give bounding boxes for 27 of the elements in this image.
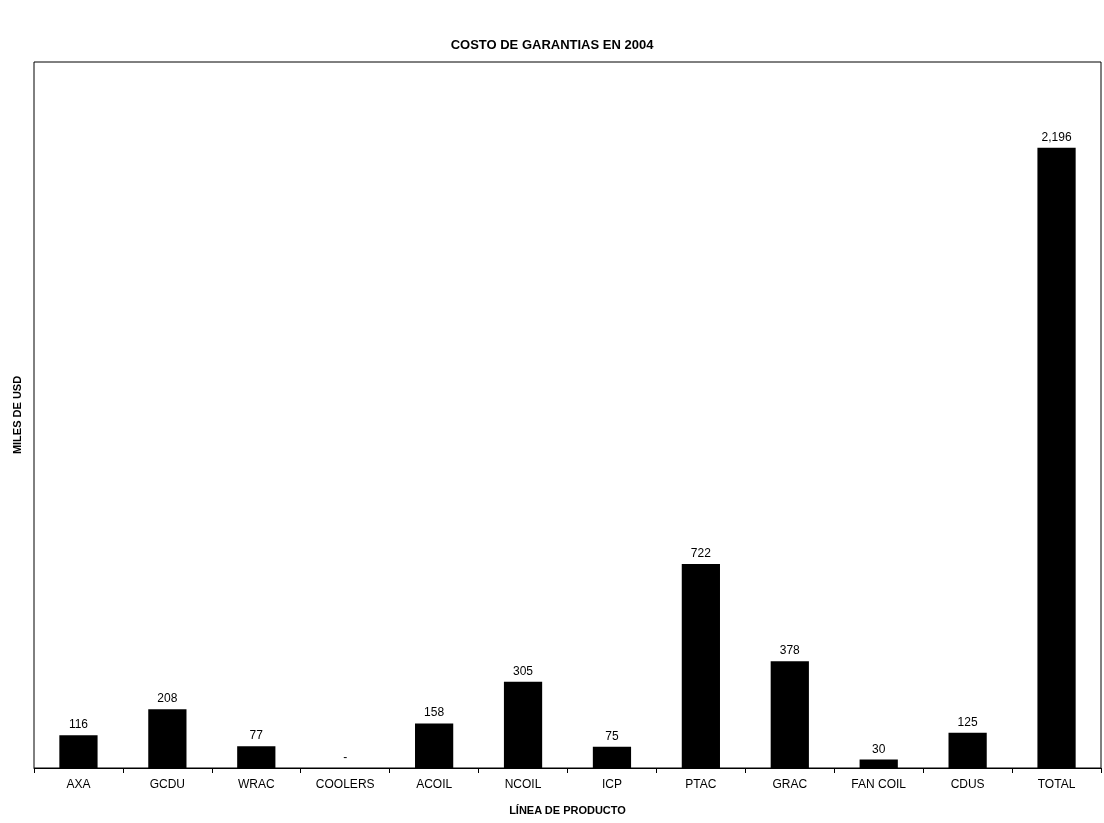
data-label: 722 (690, 546, 712, 561)
data-label: - (343, 750, 348, 764)
x-tick-label: GCDU (149, 777, 186, 791)
x-axis-title: LÍNEA DE PRODUCTO (509, 803, 627, 816)
chart-title: COSTO DE GARANTIAS EN 2004 (450, 37, 655, 52)
data-label: 378 (779, 643, 801, 658)
data-label: 75 (605, 728, 619, 743)
x-tick-label: TOTAL (1037, 777, 1076, 791)
y-axis-title: MILES DE USD (10, 375, 23, 455)
x-tick-label: COOLERS (315, 777, 375, 791)
data-label: 116 (68, 717, 89, 732)
x-tick-label: WRAC (237, 777, 275, 791)
x-tick-label: NCOIL (504, 777, 542, 791)
data-label: 158 (424, 705, 445, 720)
x-tick-label: GRAC (772, 777, 808, 791)
x-tick-label: ACOIL (416, 777, 453, 791)
x-tick-label: CDUS (950, 777, 985, 791)
x-tick-label: ICP (601, 777, 622, 791)
data-label: 305 (513, 663, 534, 678)
data-label: 208 (157, 691, 178, 706)
x-tick-label: PTAC (685, 777, 717, 791)
x-tick-label: FAN COIL (851, 777, 907, 791)
data-label: 2,196 (1041, 129, 1072, 144)
data-label: 77 (249, 728, 264, 743)
data-label: 30 (872, 741, 886, 756)
data-label: 125 (957, 714, 978, 729)
x-tick-label: AXA (66, 777, 91, 791)
